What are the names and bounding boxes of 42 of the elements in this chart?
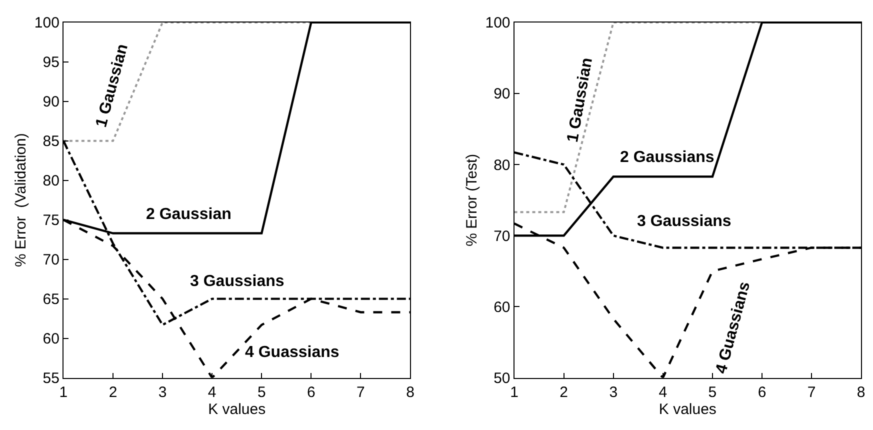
y-tick-label: 90 [494, 86, 510, 103]
series-label: 2 Gaussian [146, 206, 232, 223]
x-tick-label: 1 [510, 384, 518, 401]
x-axis-title: K values [658, 400, 716, 418]
y-tick-label: 50 [494, 370, 510, 388]
y-tick-label: 100 [485, 14, 510, 32]
x-tick-label: 3 [609, 384, 618, 401]
y-tick-label: 70 [494, 228, 510, 245]
series-label: 3 Gaussians [190, 273, 284, 290]
y-tick-label: 65 [42, 291, 60, 308]
y-tick-label: 80 [494, 156, 510, 174]
x-tick-label: 2 [560, 384, 568, 401]
y-tick-label: 60 [494, 298, 510, 316]
x-tick-label: 7 [807, 384, 816, 401]
x-tick-label: 3 [158, 384, 167, 401]
x-tick-label: 2 [108, 384, 118, 401]
y-tick-label: 60 [42, 330, 60, 348]
y-tick-label: 85 [42, 133, 60, 150]
text: 1 Gaussian [564, 56, 596, 144]
x-tick-label: 4 [658, 384, 668, 401]
x-tick-label: 1 [59, 384, 68, 401]
x-tick-label: 5 [708, 384, 717, 401]
x-axis-title: K values [208, 400, 266, 418]
y-tick-label: 95 [42, 54, 60, 72]
y-tick-label: 100 [34, 14, 60, 32]
y-tick-label: 80 [42, 172, 60, 190]
y-axis-title: % Error (Validation) [12, 133, 30, 268]
series-label: 3 Gaussians [637, 213, 732, 230]
x-tick-label: 8 [406, 384, 414, 401]
x-tick-label: 7 [356, 384, 365, 401]
y-axis-title: % Error (Test) [464, 154, 480, 246]
series-label: 2 Gaussians [620, 149, 714, 166]
x-tick-label: 6 [758, 384, 766, 401]
x-tick-label: 8 [856, 384, 866, 401]
x-tick-label: 5 [257, 384, 266, 401]
y-tick-label: 90 [42, 94, 60, 111]
y-tick-label: 75 [42, 212, 60, 230]
y-tick-label: 55 [42, 370, 60, 388]
x-tick-label: 4 [208, 384, 216, 401]
y-tick-label: 70 [42, 252, 60, 269]
x-tick-label: 6 [306, 384, 316, 401]
series-label: 4 Guassians [245, 344, 340, 361]
